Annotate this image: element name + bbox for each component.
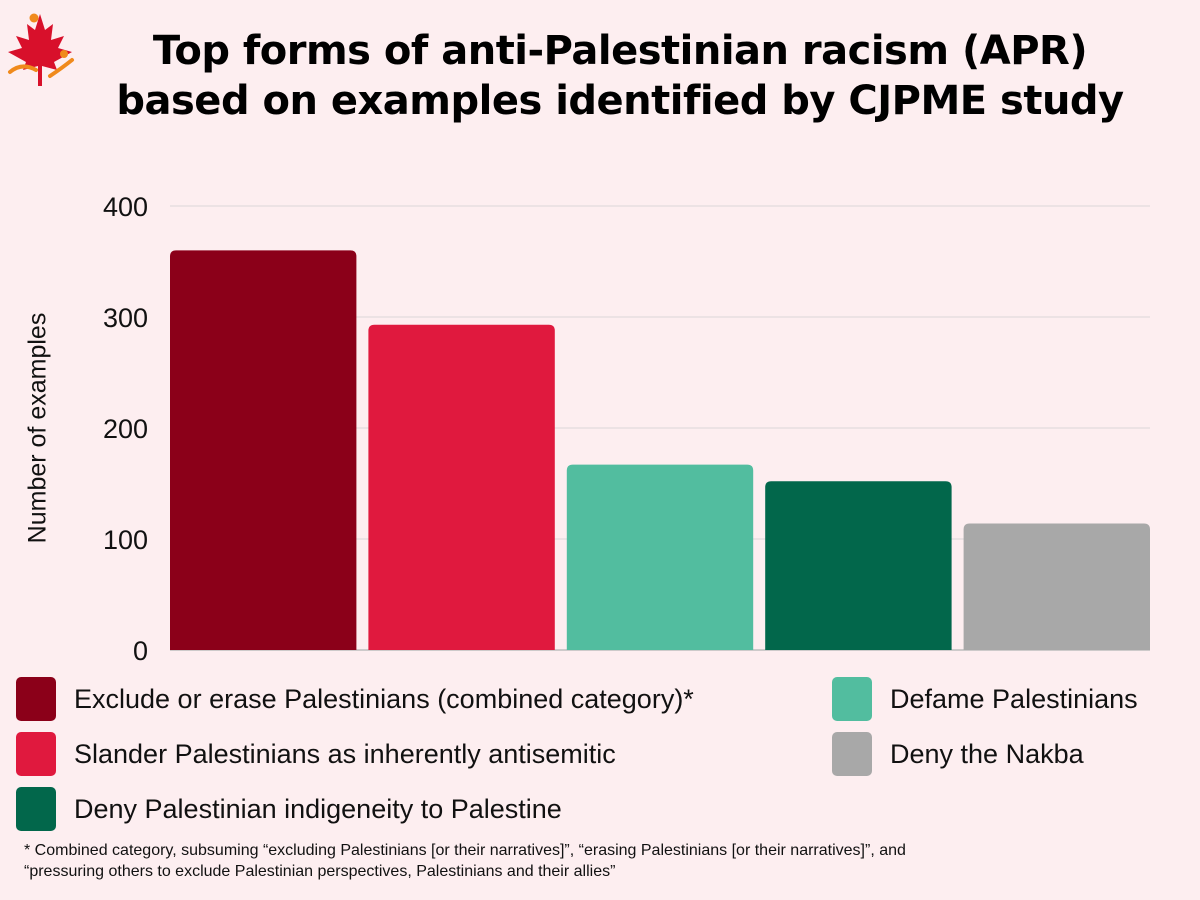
title-line-2: based on examples identified by CJPME st… bbox=[116, 78, 1124, 124]
legend-swatch bbox=[832, 732, 872, 776]
maple-leaf-logo-icon bbox=[8, 13, 74, 86]
y-tick-label: 100 bbox=[103, 525, 148, 555]
chart-title: Top forms of anti-Palestinian racism (AP… bbox=[40, 26, 1200, 126]
legend-item-exclude-or-erase: Exclude or erase Palestinians (combined … bbox=[16, 677, 694, 721]
legend-label: Deny the Nakba bbox=[890, 738, 1084, 769]
legend-item-slander: Slander Palestinians as inherently antis… bbox=[16, 732, 616, 776]
legend-swatch bbox=[832, 677, 872, 721]
legend-label: Exclude or erase Palestinians (combined … bbox=[74, 683, 694, 714]
title-line-1: Top forms of anti-Palestinian racism (AP… bbox=[152, 28, 1088, 74]
y-tick-label: 0 bbox=[133, 636, 148, 666]
legend-label: Slander Palestinians as inherently antis… bbox=[74, 738, 616, 769]
footnote-line-1: * Combined category, subsuming “excludin… bbox=[24, 842, 906, 859]
legend-item-deny-indigeneity: Deny Palestinian indigeneity to Palestin… bbox=[16, 787, 562, 831]
y-tick-label: 400 bbox=[103, 192, 148, 222]
legend-item-defame: Defame Palestinians bbox=[832, 677, 1138, 721]
legend-swatch bbox=[16, 787, 56, 831]
y-tick-label: 200 bbox=[103, 414, 148, 444]
footnote: * Combined category, subsuming “excludin… bbox=[24, 840, 1184, 882]
legend-swatch bbox=[16, 732, 56, 776]
legend-swatch bbox=[16, 677, 56, 721]
footnote-line-2: “pressuring others to exclude Palestinia… bbox=[24, 863, 616, 880]
legend-label: Defame Palestinians bbox=[890, 683, 1138, 714]
legend-item-deny-nakba: Deny the Nakba bbox=[832, 732, 1084, 776]
bar-3 bbox=[765, 481, 952, 650]
y-tick-label: 300 bbox=[103, 303, 148, 333]
bar-0 bbox=[170, 250, 357, 650]
legend-label: Deny Palestinian indigeneity to Palestin… bbox=[74, 793, 562, 824]
bar-2 bbox=[566, 464, 754, 650]
bar-1 bbox=[368, 324, 555, 650]
bar-4 bbox=[963, 523, 1150, 650]
